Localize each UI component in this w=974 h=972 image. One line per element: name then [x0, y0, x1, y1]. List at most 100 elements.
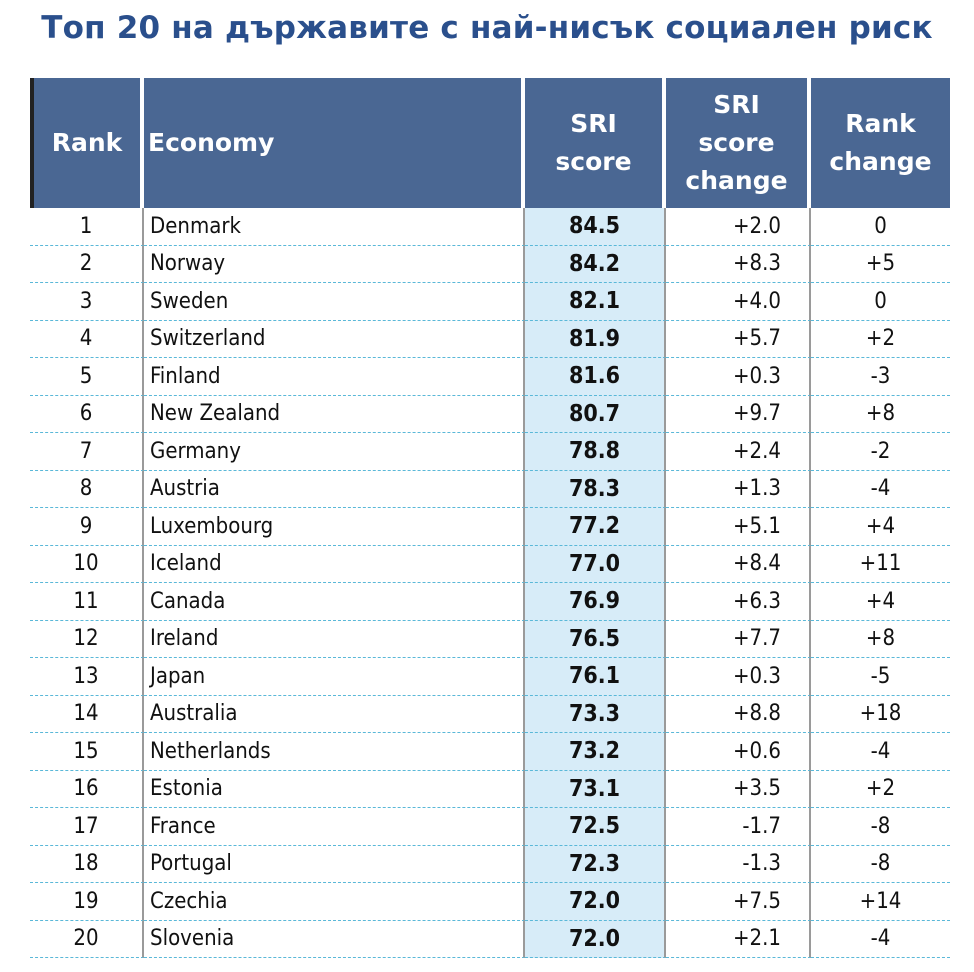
rank-cell: 2	[30, 245, 144, 283]
sri-score-cell: 80.7	[525, 395, 666, 433]
sri-score-change-cell: -1.3	[666, 845, 811, 883]
sri-score-change-cell: +2.4	[666, 433, 811, 471]
table-row: 15 Netherlands 73.2 +0.6 -4	[30, 733, 950, 771]
table-row: 14 Australia 73.3 +8.8 +18	[30, 695, 950, 733]
economy-cell: Switzerland	[144, 320, 525, 358]
table-row: 4 Switzerland 81.9 +5.7 +2	[30, 320, 950, 358]
sri-score-cell: 81.6	[525, 358, 666, 396]
sri-score-cell: 76.5	[525, 620, 666, 658]
sri-score-change-cell: +0.3	[666, 358, 811, 396]
rank-change-cell: 0	[811, 208, 950, 246]
sri-score-change-cell: +8.8	[666, 695, 811, 733]
sri-score-cell: 72.3	[525, 845, 666, 883]
sri-score-cell: 84.2	[525, 245, 666, 283]
economy-cell: Germany	[144, 433, 525, 471]
rank-change-cell: -4	[811, 921, 950, 958]
rank-cell: 8	[30, 470, 144, 508]
header-sri-change-line2: score	[698, 128, 775, 157]
rank-cell: 17	[30, 808, 144, 846]
header-sri-score: SRI score	[525, 78, 666, 208]
rank-cell: 7	[30, 433, 144, 471]
header-sri-score-change: SRI score change	[666, 78, 811, 208]
rank-cell: 1	[30, 208, 144, 246]
table-row: 19 Czechia 72.0 +7.5 +14	[30, 883, 950, 921]
rank-change-cell: +11	[811, 546, 950, 583]
rank-change-cell: -2	[811, 433, 950, 471]
header-rank-change-line1: Rank	[845, 109, 916, 138]
economy-cell: Austria	[144, 470, 525, 508]
table-row: 2 Norway 84.2 +8.3 +5	[30, 245, 950, 283]
sri-score-change-cell: +7.5	[666, 883, 811, 921]
sri-score-change-cell: +6.3	[666, 583, 811, 621]
rank-change-cell: +2	[811, 321, 950, 358]
table-row: 7 Germany 78.8 +2.4 -2	[30, 433, 950, 471]
rank-change-cell: -5	[811, 658, 950, 696]
rank-cell: 18	[30, 845, 144, 883]
sri-score-change-cell: +2.1	[666, 920, 811, 958]
table-row: 9 Luxembourg 77.2 +5.1 +4	[30, 508, 950, 546]
rank-cell: 11	[30, 583, 144, 621]
rank-change-cell: +14	[811, 883, 950, 921]
sri-score-cell: 77.0	[525, 545, 666, 583]
rank-cell: 9	[30, 508, 144, 546]
page-title: Топ 20 на държавите с най-нисък социален…	[41, 10, 933, 46]
sri-score-change-cell: +3.5	[666, 770, 811, 808]
sri-score-cell: 73.2	[525, 733, 666, 771]
table-row: 13 Japan 76.1 +0.3 -5	[30, 658, 950, 696]
rank-cell: 20	[30, 920, 144, 958]
header-rank-change: Rank change	[811, 78, 950, 208]
rank-change-cell: -8	[811, 808, 950, 846]
economy-cell: Denmark	[144, 208, 525, 246]
rank-cell: 3	[30, 283, 144, 321]
table-row: 17 France 72.5 -1.7 -8	[30, 808, 950, 846]
sri-score-cell: 78.3	[525, 470, 666, 508]
table-row: 6 New Zealand 80.7 +9.7 +8	[30, 395, 950, 433]
sri-score-cell: 76.9	[525, 583, 666, 621]
header-rank: Rank	[30, 78, 144, 208]
table-row: 3 Sweden 82.1 +4.0 0	[30, 283, 950, 321]
rank-change-cell: -3	[811, 358, 950, 396]
table-row: 18 Portugal 72.3 -1.3 -8	[30, 845, 950, 883]
table-header: Rank Economy SRI score SRI score change …	[30, 78, 950, 208]
rank-change-cell: +4	[811, 583, 950, 621]
sri-score-cell: 72.0	[525, 883, 666, 921]
economy-cell: Iceland	[144, 545, 525, 583]
sri-score-change-cell: +9.7	[666, 395, 811, 433]
economy-cell: Czechia	[144, 883, 525, 921]
rank-cell: 6	[30, 395, 144, 433]
economy-cell: Portugal	[144, 845, 525, 883]
rank-cell: 5	[30, 358, 144, 396]
economy-cell: New Zealand	[144, 395, 525, 433]
rank-cell: 12	[30, 620, 144, 658]
header-rank-change-line2: change	[829, 147, 932, 176]
rank-change-cell: +8	[811, 396, 950, 433]
rank-change-cell: 0	[811, 283, 950, 321]
rank-cell: 14	[30, 695, 144, 733]
sri-score-change-cell: +0.6	[666, 733, 811, 771]
sri-score-change-cell: +5.1	[666, 508, 811, 546]
sri-score-cell: 77.2	[525, 508, 666, 546]
rank-change-cell: +5	[811, 246, 950, 283]
header-sri-change-line1: SRI	[713, 90, 760, 119]
economy-cell: Ireland	[144, 620, 525, 658]
rank-cell: 19	[30, 883, 144, 921]
sri-score-change-cell: -1.7	[666, 808, 811, 846]
table-row: 12 Ireland 76.5 +7.7 +8	[30, 620, 950, 658]
sri-score-cell: 73.3	[525, 695, 666, 733]
economy-cell: Japan	[144, 658, 525, 696]
sri-score-change-cell: +7.7	[666, 620, 811, 658]
economy-cell: Estonia	[144, 770, 525, 808]
table-row: 20 Slovenia 72.0 +2.1 -4	[30, 920, 950, 958]
ranking-table: Rank Economy SRI score SRI score change …	[30, 78, 950, 958]
sri-score-change-cell: +8.4	[666, 545, 811, 583]
sri-score-change-cell: +2.0	[666, 208, 811, 246]
economy-cell: Slovenia	[144, 920, 525, 958]
sri-score-change-cell: +4.0	[666, 283, 811, 321]
sri-score-cell: 76.1	[525, 658, 666, 696]
table-body: 1 Denmark 84.5 +2.0 0 2 Norway 84.2 +8.3 +5 3 Swede…	[30, 208, 950, 958]
economy-cell: Netherlands	[144, 733, 525, 771]
sri-score-change-cell: +8.3	[666, 245, 811, 283]
rank-change-cell: +18	[811, 696, 950, 733]
economy-cell: Canada	[144, 583, 525, 621]
economy-cell: France	[144, 808, 525, 846]
